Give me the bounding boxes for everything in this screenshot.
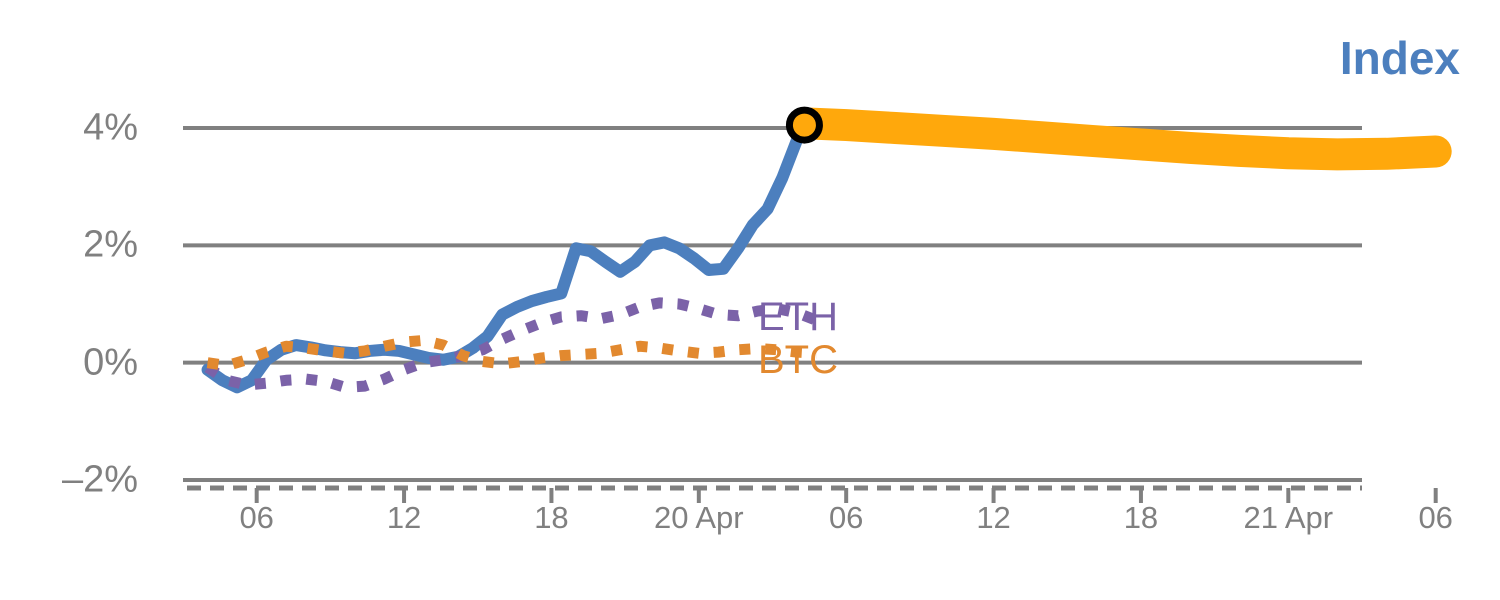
x-axis-tick-label: 18 xyxy=(1123,500,1159,535)
x-axis-tick-label: 06 xyxy=(1418,500,1453,535)
chart-title: Index xyxy=(1339,32,1460,84)
series-line-forecast xyxy=(788,107,1452,171)
x-axis-tick-label: 20 Apr xyxy=(654,500,744,535)
series-group xyxy=(201,107,1452,394)
y-axis-tick-label: 0% xyxy=(83,341,138,384)
series-label-eth: ETH xyxy=(758,294,838,339)
series-line-eth xyxy=(204,297,819,393)
x-axis-tick-label: 06 xyxy=(828,500,864,535)
x-axis-tick-label: 21 Apr xyxy=(1243,500,1334,535)
current-value-marker xyxy=(785,106,823,144)
x-axis-tick-label: 12 xyxy=(976,500,1011,535)
y-axis-tick-label: 4% xyxy=(83,106,138,149)
y-axis-tick-label: ‒2% xyxy=(61,458,138,501)
y-axis-tick-label: 2% xyxy=(83,223,138,266)
x-axis-tick-label: 06 xyxy=(239,500,274,535)
current-value-marker-circle[interactable] xyxy=(785,106,823,144)
x-axis-tick-label: 18 xyxy=(534,500,569,535)
gridlines-group xyxy=(183,126,1362,491)
series-label-btc: BTC xyxy=(758,337,838,382)
x-axis-tick-label: 12 xyxy=(386,500,422,535)
series-line-btc xyxy=(206,334,818,372)
x-tick-marks-group xyxy=(254,488,1438,503)
